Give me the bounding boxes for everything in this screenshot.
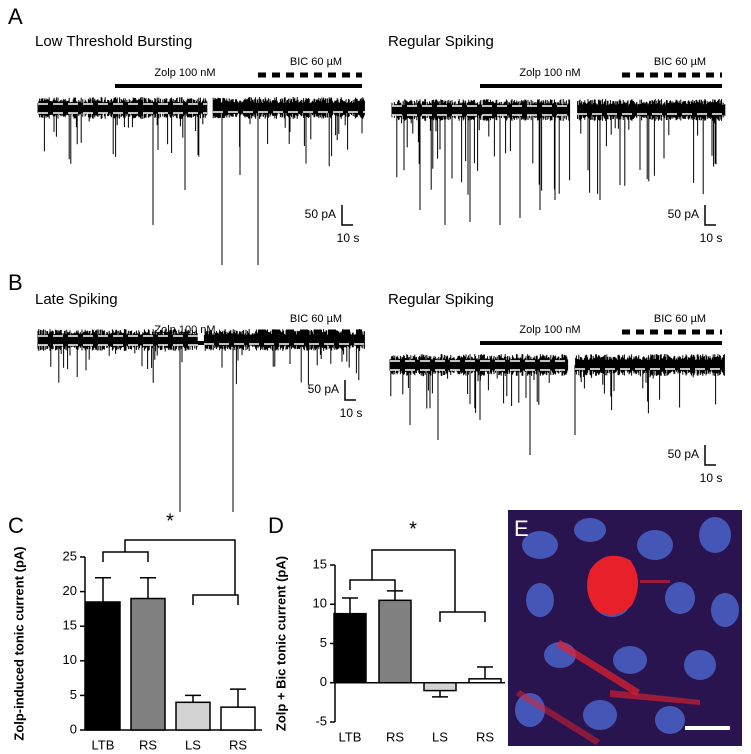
error-bar bbox=[432, 690, 448, 698]
process bbox=[640, 580, 670, 583]
x-tick-label: RS bbox=[476, 729, 494, 744]
bar bbox=[423, 682, 457, 692]
scale-label: 10 s bbox=[337, 231, 360, 245]
y-axis-label: Zolp + Bic tonic current (pA) bbox=[273, 556, 288, 731]
scale-label: 10 s bbox=[700, 231, 723, 245]
recording-trace bbox=[37, 329, 365, 512]
scale-label: 50 pA bbox=[308, 382, 339, 396]
panel-label: A bbox=[8, 4, 23, 29]
micrograph: E bbox=[508, 510, 742, 746]
drug-label: Zolp 100 nM bbox=[519, 324, 580, 336]
y-tick-label: 10 bbox=[313, 596, 327, 611]
panel-label: D bbox=[268, 513, 284, 538]
labelled-cell bbox=[516, 555, 700, 745]
x-tick-label: RS bbox=[386, 729, 404, 744]
x-tick-label: LS bbox=[432, 729, 448, 744]
bar bbox=[175, 701, 211, 731]
trace-title: Low Threshold Bursting bbox=[35, 33, 192, 50]
scale-label: 50 pA bbox=[668, 447, 699, 461]
drug-label: BIC 60 µM bbox=[654, 56, 706, 68]
x-tick-label: LTB bbox=[339, 729, 362, 744]
panel-label: C bbox=[8, 513, 24, 538]
bar bbox=[130, 597, 166, 731]
bar bbox=[378, 599, 412, 684]
y-tick-label: 15 bbox=[313, 556, 327, 571]
error-bar bbox=[387, 590, 403, 601]
y-tick-label: 0 bbox=[320, 674, 327, 689]
error-bar bbox=[140, 577, 156, 599]
trace-title: Late Spiking bbox=[35, 291, 118, 308]
scale-label: 10 s bbox=[700, 471, 723, 485]
bar bbox=[220, 706, 256, 731]
annotation: * bbox=[409, 518, 417, 540]
x-tick-label: RS bbox=[229, 737, 247, 752]
scale-bar bbox=[704, 445, 716, 466]
scale-label: 50 pA bbox=[668, 207, 699, 221]
bar bbox=[85, 601, 121, 731]
scale-label: 50 pA bbox=[305, 207, 336, 221]
drug-label: Zolp 100 nM bbox=[154, 67, 215, 79]
y-tick-label: 15 bbox=[63, 618, 77, 633]
y-tick-label: 20 bbox=[63, 583, 77, 598]
annotation: * bbox=[166, 510, 174, 532]
significance-bracket bbox=[349, 549, 486, 622]
x-tick-label: LS bbox=[185, 737, 201, 752]
error-bar bbox=[230, 688, 246, 708]
y-tick-label: -5 bbox=[315, 713, 327, 728]
scale-label: 10 s bbox=[340, 406, 363, 420]
error-bar bbox=[185, 694, 201, 703]
panel-label: E bbox=[514, 516, 529, 541]
scale-bar bbox=[341, 205, 353, 226]
drug-label: BIC 60 µM bbox=[290, 56, 342, 68]
x-tick-label: LTB bbox=[92, 737, 115, 752]
recording-trace bbox=[391, 99, 726, 225]
drug-label: BIC 60 µM bbox=[654, 313, 706, 325]
trace-title: Regular Spiking bbox=[388, 291, 494, 308]
x-tick-label: RS bbox=[139, 737, 157, 752]
y-tick-label: 10 bbox=[63, 652, 77, 667]
y-tick-label: 5 bbox=[70, 687, 77, 702]
trace-title: Regular Spiking bbox=[388, 33, 494, 50]
bar bbox=[333, 612, 367, 684]
y-axis-label: Zolp-induced tonic current (pA) bbox=[11, 546, 26, 740]
panel-label: B bbox=[8, 270, 23, 295]
recording-trace bbox=[37, 97, 365, 265]
scale-bar bbox=[704, 205, 716, 226]
scale-bar bbox=[344, 380, 356, 401]
significance-bracket bbox=[102, 539, 239, 605]
error-bar bbox=[477, 666, 493, 679]
y-tick-label: 25 bbox=[63, 548, 77, 563]
drug-label: BIC 60 µM bbox=[290, 313, 342, 325]
error-bar bbox=[342, 597, 358, 614]
y-tick-label: 0 bbox=[70, 721, 77, 736]
error-bar bbox=[95, 577, 111, 602]
drug-label: Zolp 100 nM bbox=[519, 67, 580, 79]
bar bbox=[468, 678, 502, 684]
y-tick-label: 5 bbox=[320, 635, 327, 650]
